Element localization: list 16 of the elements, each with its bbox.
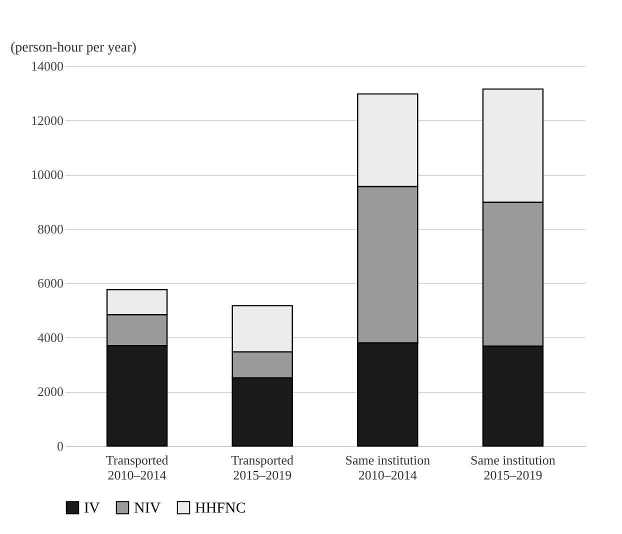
y-tick-label: 14000 [31, 58, 64, 74]
x-tick-label: Same institution 2010–2014 [345, 452, 431, 482]
y-axis-title: (person-hour per year) [10, 40, 137, 56]
legend-label: HHFNC [195, 500, 246, 517]
y-tick-label: 2000 [38, 384, 64, 400]
x-tick-label: Same institution 2015–2019 [470, 452, 556, 482]
legend-label: IV [84, 500, 100, 517]
y-tick-label: 10000 [31, 167, 64, 182]
y-tick-label: 8000 [38, 221, 64, 236]
y-tick-label: 6000 [38, 276, 64, 291]
x-tick-label: Transported 2010–2014 [106, 452, 169, 482]
x-tick-label: Transported 2015–2019 [231, 452, 294, 482]
y-tick-label: 0 [57, 438, 64, 454]
y-tick-label: 4000 [38, 330, 64, 345]
legend-label: NIV [134, 500, 161, 517]
y-tick-label: 12000 [31, 112, 64, 128]
